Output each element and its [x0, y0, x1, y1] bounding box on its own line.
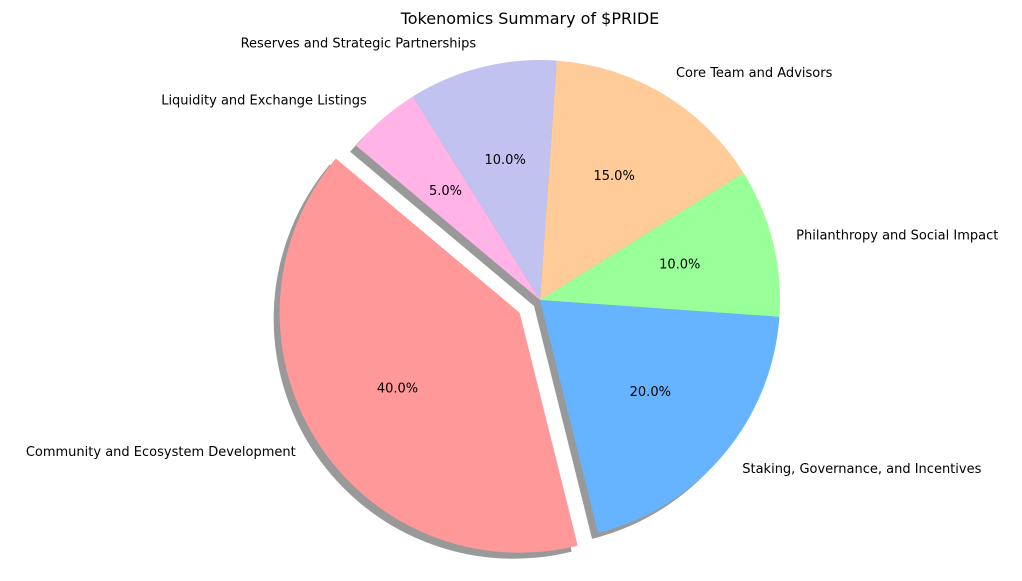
slice-label-liquidity-and-exchange-listings: Liquidity and Exchange Listings [161, 93, 367, 108]
pct-label-staking-governance-and-incentives: 20.0% [630, 385, 671, 400]
pct-label-core-team-and-advisors: 15.0% [594, 169, 635, 184]
label-layer: Community and Ecosystem Development 40.0%… [26, 36, 998, 477]
pct-label-reserves-and-strategic-partnerships: 10.0% [485, 153, 526, 168]
slice-layer [279, 60, 780, 553]
slice-label-philanthropy-and-social-impact: Philanthropy and Social Impact [796, 229, 998, 244]
slice-community-and-ecosystem-development [279, 158, 578, 553]
pct-label-community-and-ecosystem-development: 40.0% [377, 382, 418, 397]
chart-title: Tokenomics Summary of $PRIDE [400, 9, 660, 28]
slice-liquidity-and-exchange-listings [356, 96, 540, 300]
slice-label-core-team-and-advisors: Core Team and Advisors [676, 66, 833, 81]
slice-core-team-and-advisors [540, 60, 744, 301]
slice-label-community-and-ecosystem-development: Community and Ecosystem Development [26, 445, 296, 460]
slice-label-reserves-and-strategic-partnerships: Reserves and Strategic Partnerships [241, 36, 477, 51]
slice-philanthropy-and-social-impact [540, 172, 780, 317]
pct-label-liquidity-and-exchange-listings: 5.0% [429, 184, 462, 199]
pct-label-philanthropy-and-social-impact: 10.0% [659, 258, 700, 273]
slice-label-staking-governance-and-incentives: Staking, Governance, and Incentives [742, 462, 981, 477]
slice-reserves-and-strategic-partnerships [412, 60, 557, 300]
slice-staking-governance-and-incentives [540, 300, 780, 533]
